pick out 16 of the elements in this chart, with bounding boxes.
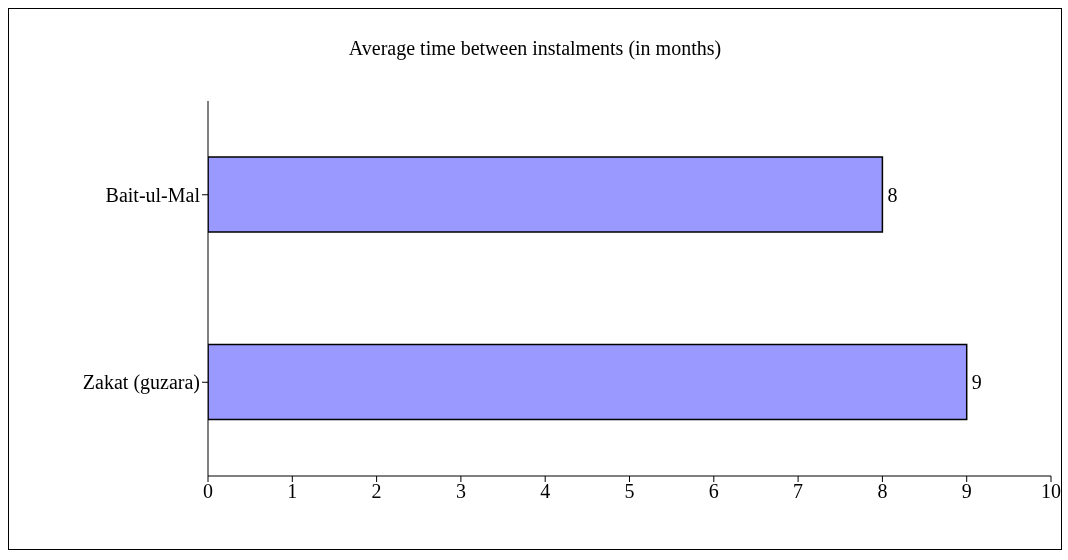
x-tick-label: 9 <box>961 480 972 503</box>
x-tick-label: 4 <box>540 480 551 503</box>
y-tick-label: Bait-ul-Mal <box>105 183 201 206</box>
data-label: 9 <box>971 371 982 394</box>
x-tick-label: 5 <box>624 480 635 503</box>
x-tick-label: 1 <box>287 480 298 503</box>
x-tick-label: 8 <box>877 480 888 503</box>
x-tick-label: 7 <box>793 480 804 503</box>
x-tick-label: 2 <box>371 480 382 503</box>
x-tick-label: 6 <box>708 480 719 503</box>
y-tick-label: Zakat (guzara) <box>82 371 200 395</box>
x-tick-label: 3 <box>455 480 466 503</box>
data-label: 8 <box>887 183 898 206</box>
chart-title: Average time between instalments (in months) <box>347 37 723 60</box>
x-tick-label: 10 <box>1041 480 1061 503</box>
x-tick-label: 0 <box>203 480 213 503</box>
